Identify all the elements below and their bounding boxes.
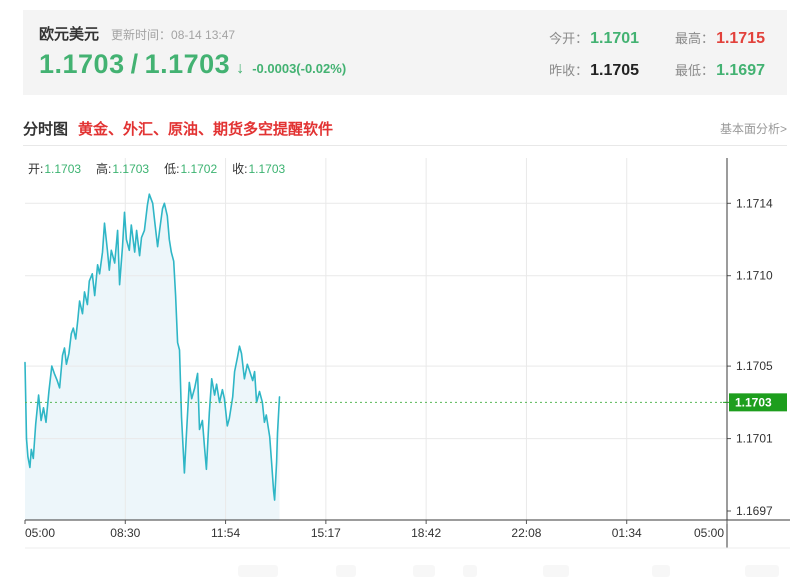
partial-button-stub[interactable] (543, 565, 569, 577)
x-tick-label: 05:00 (25, 526, 55, 540)
partial-button-stub[interactable] (336, 565, 356, 577)
partial-button-stub[interactable] (463, 565, 477, 577)
y-tick-label: 1.1705 (736, 359, 773, 373)
stat-open: 今开： 1.1701 (549, 30, 640, 47)
price-slash: / (130, 49, 139, 79)
ohlc-high: 1.1703 (112, 162, 150, 176)
y-tick-label: 1.1697 (736, 504, 773, 518)
current-price-badge (729, 393, 787, 412)
promo-link[interactable]: 黄金、外汇、原油、期货多空提醒软件 (78, 121, 334, 138)
ohlc-open: 1.1703 (44, 162, 82, 176)
y-tick-label: 1.1714 (736, 196, 773, 210)
x-tick-label: 18:42 (411, 526, 441, 540)
quote-left-block: 欧元美元 更新时间：08-14 13:47 1.1703 / 1.1703 ↓ … (39, 23, 346, 85)
price-line (24, 193, 281, 501)
x-tick-label: 01:34 (612, 526, 642, 540)
ohlc-low: 1.1702 (180, 162, 218, 176)
price-chart-svg[interactable]: 1.1714 1.1710 1.1705 1.1701 1.1697 05:00 08:30… (0, 146, 800, 556)
x-tick-label: 15:17 (311, 526, 341, 540)
x-tick-label: 11:54 (211, 526, 240, 540)
y-tick-label: 1.1701 (736, 432, 773, 446)
partial-button-stub[interactable] (745, 565, 779, 577)
fundamental-analysis-link[interactable]: 基本面分析> (719, 122, 787, 136)
quote-panel: 欧元美元 更新时间：08-14 13:47 1.1703 / 1.1703 ↓ … (23, 10, 787, 95)
down-arrow-icon: ↓ (236, 60, 245, 77)
x-tick-label: 08:30 (110, 526, 140, 540)
chart-region: 1.1714 1.1710 1.1705 1.1701 1.1697 05:00 08:30… (0, 146, 800, 577)
chart-tab-bar: 分时图 黄金、外汇、原油、期货多空提醒软件 基本面分析> (23, 112, 787, 146)
partial-button-stub[interactable] (652, 565, 670, 577)
price-change: -0.0003(-0.02%) (252, 61, 347, 76)
tab-minute-chart[interactable]: 分时图 (23, 121, 69, 138)
stat-low: 最低： 1.1697 (675, 62, 765, 79)
stat-high: 最高： 1.1715 (675, 30, 765, 47)
quote-stats: 今开： 1.1701 最高： 1.1715 昨收： 1.1705 最低： 1.1… (549, 23, 765, 85)
ask-price: 1.1703 (144, 49, 231, 79)
pair-name: 欧元美元 (39, 26, 100, 43)
ohlc-readout: 开:1.1703 高:1.1703 低:1.1702 收:1.1703 (28, 162, 286, 176)
x-tick-label: 22:08 (511, 526, 541, 540)
current-price-badge-label: 1.1703 (735, 395, 772, 409)
ohlc-close: 1.1703 (248, 162, 286, 176)
partial-button-stub[interactable] (238, 565, 278, 577)
x-tick-label: 05:00 (694, 526, 724, 540)
bid-price: 1.1703 (39, 49, 125, 79)
y-tick-label: 1.1710 (736, 269, 773, 283)
partial-button-stub[interactable] (413, 565, 435, 577)
update-time: 更新时间：08-14 13:47 (111, 28, 236, 42)
stat-prev-close: 昨收： 1.1705 (549, 62, 640, 79)
